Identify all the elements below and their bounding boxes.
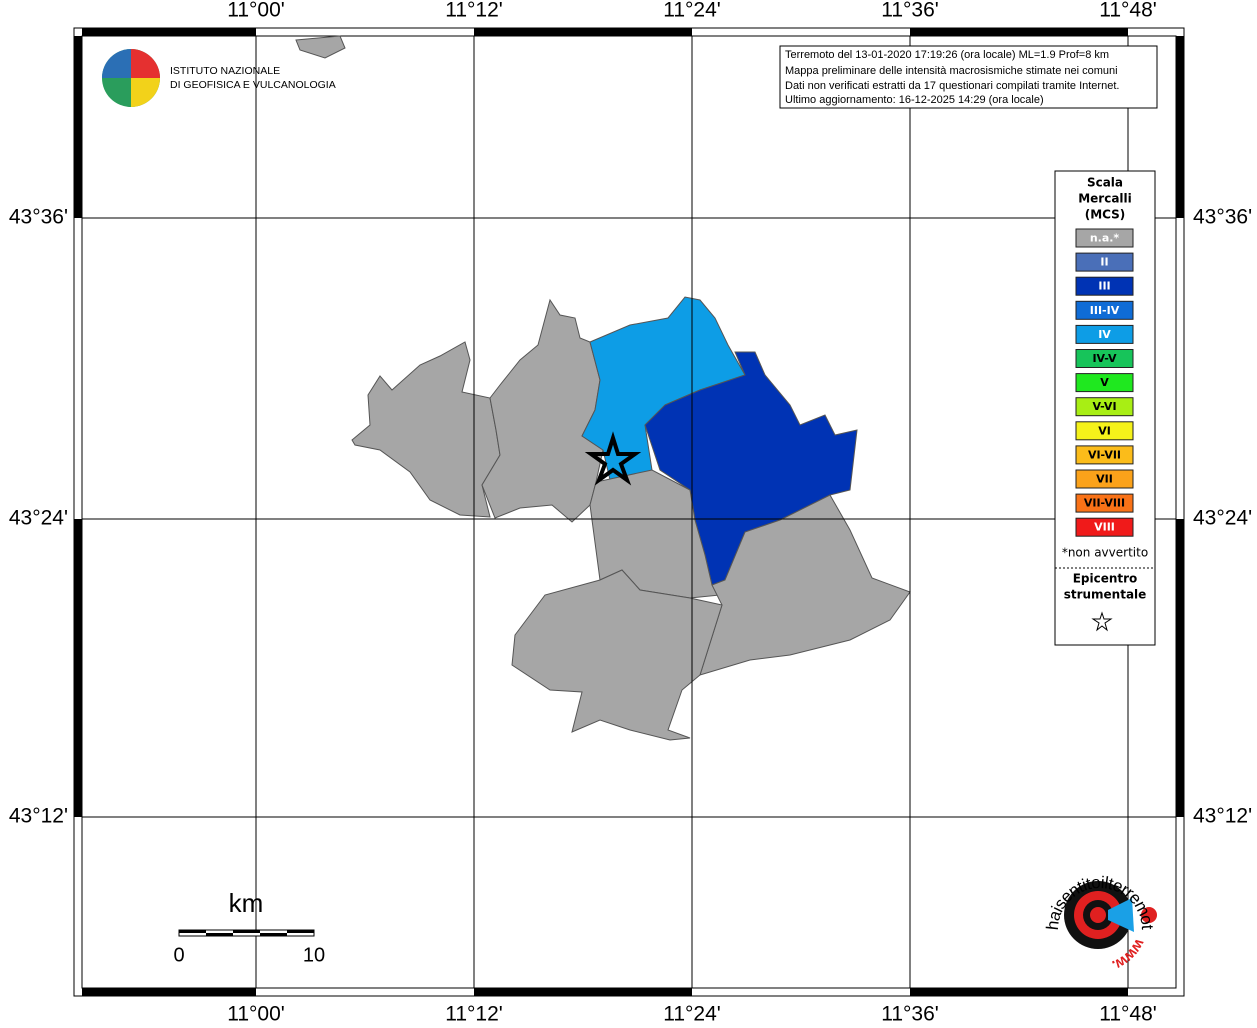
inner-frame: [81, 35, 1177, 989]
legend-swatch: [1075, 324, 1134, 344]
scale-unit: km: [229, 888, 264, 918]
legend-swatch: [1075, 445, 1134, 465]
legend-swatch: [1075, 349, 1134, 368]
legend-swatch: [1075, 517, 1134, 537]
legend-label: VII: [1096, 473, 1113, 486]
legend-swatch: [1075, 373, 1134, 393]
longitude-label: 11°36': [881, 1003, 939, 1024]
logo-text: DI GEOFISICA E VULCANOLOGIA: [170, 79, 336, 91]
epicenter-star: [584, 431, 642, 486]
legend-label: III: [1098, 280, 1110, 293]
legend-note: *non avvertito: [1062, 546, 1148, 560]
legend-label: n.a.*: [1090, 232, 1120, 245]
legend-swatch: [1075, 397, 1134, 417]
info-line: Dati non verificati estratti da 17 quest…: [785, 80, 1119, 92]
legend-label: VIII: [1094, 521, 1115, 534]
latitude-label: 43°24': [9, 507, 68, 530]
logo-text: ISTITUTO NAZIONALE: [170, 65, 280, 77]
legend-label: VII-VIII: [1084, 497, 1125, 510]
scale-end: 10: [303, 944, 325, 966]
longitude-label: 11°24': [663, 1003, 721, 1024]
legend-title: (MCS): [1085, 208, 1126, 222]
legend-label: VI: [1098, 424, 1111, 437]
longitude-label: 11°36': [881, 0, 939, 22]
legend-swatch: [1075, 493, 1134, 513]
legend-label: IV: [1098, 328, 1111, 341]
region-na: [295, 35, 346, 59]
legend-star: [1091, 611, 1113, 632]
legend-swatch: [1075, 252, 1134, 272]
longitude-label: 11°48': [1099, 0, 1157, 22]
latitude-label: 43°24': [1193, 507, 1252, 530]
longitude-label: 11°24': [663, 0, 721, 22]
info-line: Ultimo aggiornamento: 16-12-2025 14:29 (…: [785, 94, 1044, 106]
info-line: Mappa preliminare delle intensità macros…: [785, 65, 1118, 77]
municipalities: [295, 35, 911, 741]
legend-swatch: [1075, 228, 1134, 248]
longitude-label: 11°12': [445, 1003, 503, 1024]
region-na: [511, 569, 723, 741]
ingv-logo: ISTITUTO NAZIONALE DI GEOFISICA E VULCAN…: [102, 49, 336, 107]
legend-label: III-IV: [1090, 304, 1120, 317]
longitude-label: 11°48': [1099, 1003, 1157, 1024]
scale-bar: [178, 929, 315, 937]
legend-label: V: [1100, 376, 1109, 389]
legend-title: Scala: [1087, 176, 1123, 190]
legend-label: IV-V: [1092, 352, 1117, 365]
latitude-label: 43°36': [1193, 206, 1252, 229]
info-line: Terremoto del 13-01-2020 17:19:26 (ora l…: [785, 49, 1109, 61]
latitude-label: 43°36': [9, 206, 68, 229]
legend-epicenter: strumentale: [1064, 588, 1147, 602]
info-box: [779, 45, 1158, 109]
legend-label: V-VI: [1092, 400, 1116, 413]
longitude-label: 11°12': [445, 0, 503, 22]
legend-swatch: [1075, 276, 1134, 296]
frame-ticks: [74, 28, 1184, 996]
legend-label: VI-VII: [1088, 448, 1121, 461]
longitude-label: 11°00': [227, 1003, 285, 1024]
legend-label: II: [1100, 256, 1108, 269]
legend-swatch: [1075, 469, 1134, 489]
legend-epicenter: Epicentro: [1073, 572, 1138, 586]
latitude-label: 43°12': [9, 805, 68, 828]
longitude-label: 11°00': [227, 0, 285, 22]
legend-swatch: [1075, 421, 1134, 441]
scale-start: 0: [173, 944, 184, 966]
latitude-label: 43°12': [1193, 805, 1252, 828]
legend-title: Mercalli: [1078, 192, 1132, 206]
legend-swatch: [1075, 300, 1134, 320]
